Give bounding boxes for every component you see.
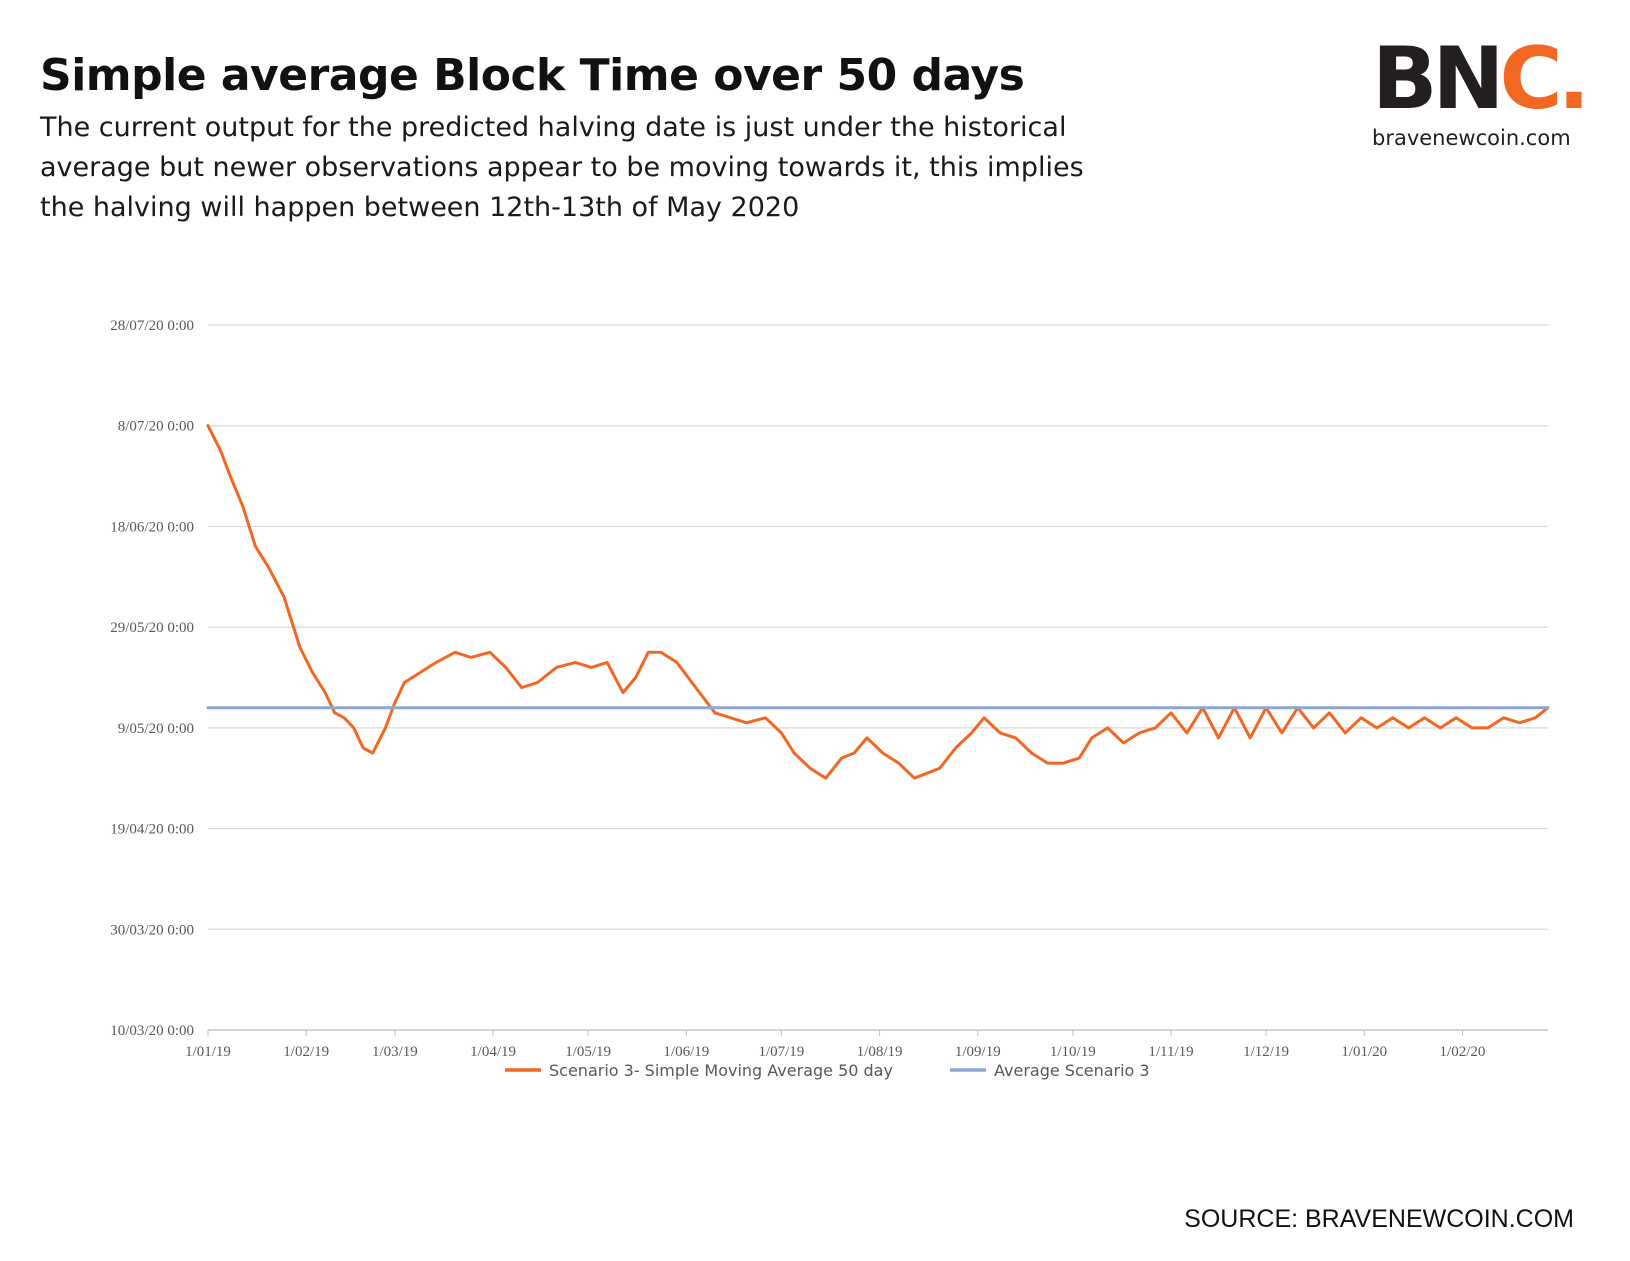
chart-subtitle: The current output for the predicted hal… (40, 112, 1084, 223)
chart-area: 10/03/20 0:00 30/03/20 0:00 19/04/20 0:00 9… (0, 300, 1630, 1120)
logo-mark-dark: BN (1372, 29, 1505, 129)
legend-label: Average Scenario 3 (994, 1061, 1150, 1080)
line-chart: 10/03/20 0:00 30/03/20 0:00 19/04/20 0:00 9… (110, 318, 1550, 1080)
x-tick-label: 1/07/19 (758, 1044, 804, 1060)
x-tick-label: 1/11/19 (1148, 1044, 1193, 1060)
x-tick-label: 1/12/19 (1243, 1044, 1289, 1060)
x-tick-label: 1/03/19 (372, 1044, 418, 1060)
y-tick-label: 28/07/20 0:00 (110, 318, 194, 334)
x-tick-label: 1/08/19 (857, 1044, 903, 1060)
y-tick-label: 29/05/20 0:00 (110, 620, 194, 636)
x-tick-label: 1/06/19 (663, 1044, 709, 1060)
x-tick-label: 1/02/19 (283, 1044, 329, 1060)
x-tick-label: 1/05/19 (565, 1044, 611, 1060)
x-tick-label: 1/09/19 (955, 1044, 1001, 1060)
x-tick-label: 1/01/20 (1341, 1044, 1387, 1060)
logo-url: bravenewcoin.com (1372, 126, 1571, 150)
chart-title: Simple average Block Time over 50 days (40, 50, 1025, 101)
logo-mark-accent: C. (1499, 29, 1591, 129)
source-label: SOURCE: BRAVENEWCOIN.COM (1184, 1205, 1574, 1233)
x-tick-label: 1/10/19 (1050, 1044, 1096, 1060)
series-line-moving-average (206, 424, 1550, 780)
y-tick-label: 18/06/20 0:00 (110, 519, 194, 535)
y-tick-label: 30/03/20 0:00 (110, 922, 194, 938)
bnc-logo: BNC. bravenewcoin.com (1372, 36, 1602, 166)
y-tick-label: 10/03/20 0:00 (110, 1023, 194, 1039)
y-tick-label: 9/05/20 0:00 (118, 721, 194, 737)
x-tick-label: 1/01/19 (185, 1044, 231, 1060)
y-tick-label: 19/04/20 0:00 (110, 822, 194, 838)
x-tick-label: 1/04/19 (470, 1044, 516, 1060)
y-tick-label: 8/07/20 0:00 (118, 419, 194, 435)
logo-mark: BNC. (1372, 36, 1602, 122)
x-tick-label: 1/02/20 (1440, 1044, 1486, 1060)
legend-label: Scenario 3- Simple Moving Average 50 day (549, 1061, 893, 1080)
